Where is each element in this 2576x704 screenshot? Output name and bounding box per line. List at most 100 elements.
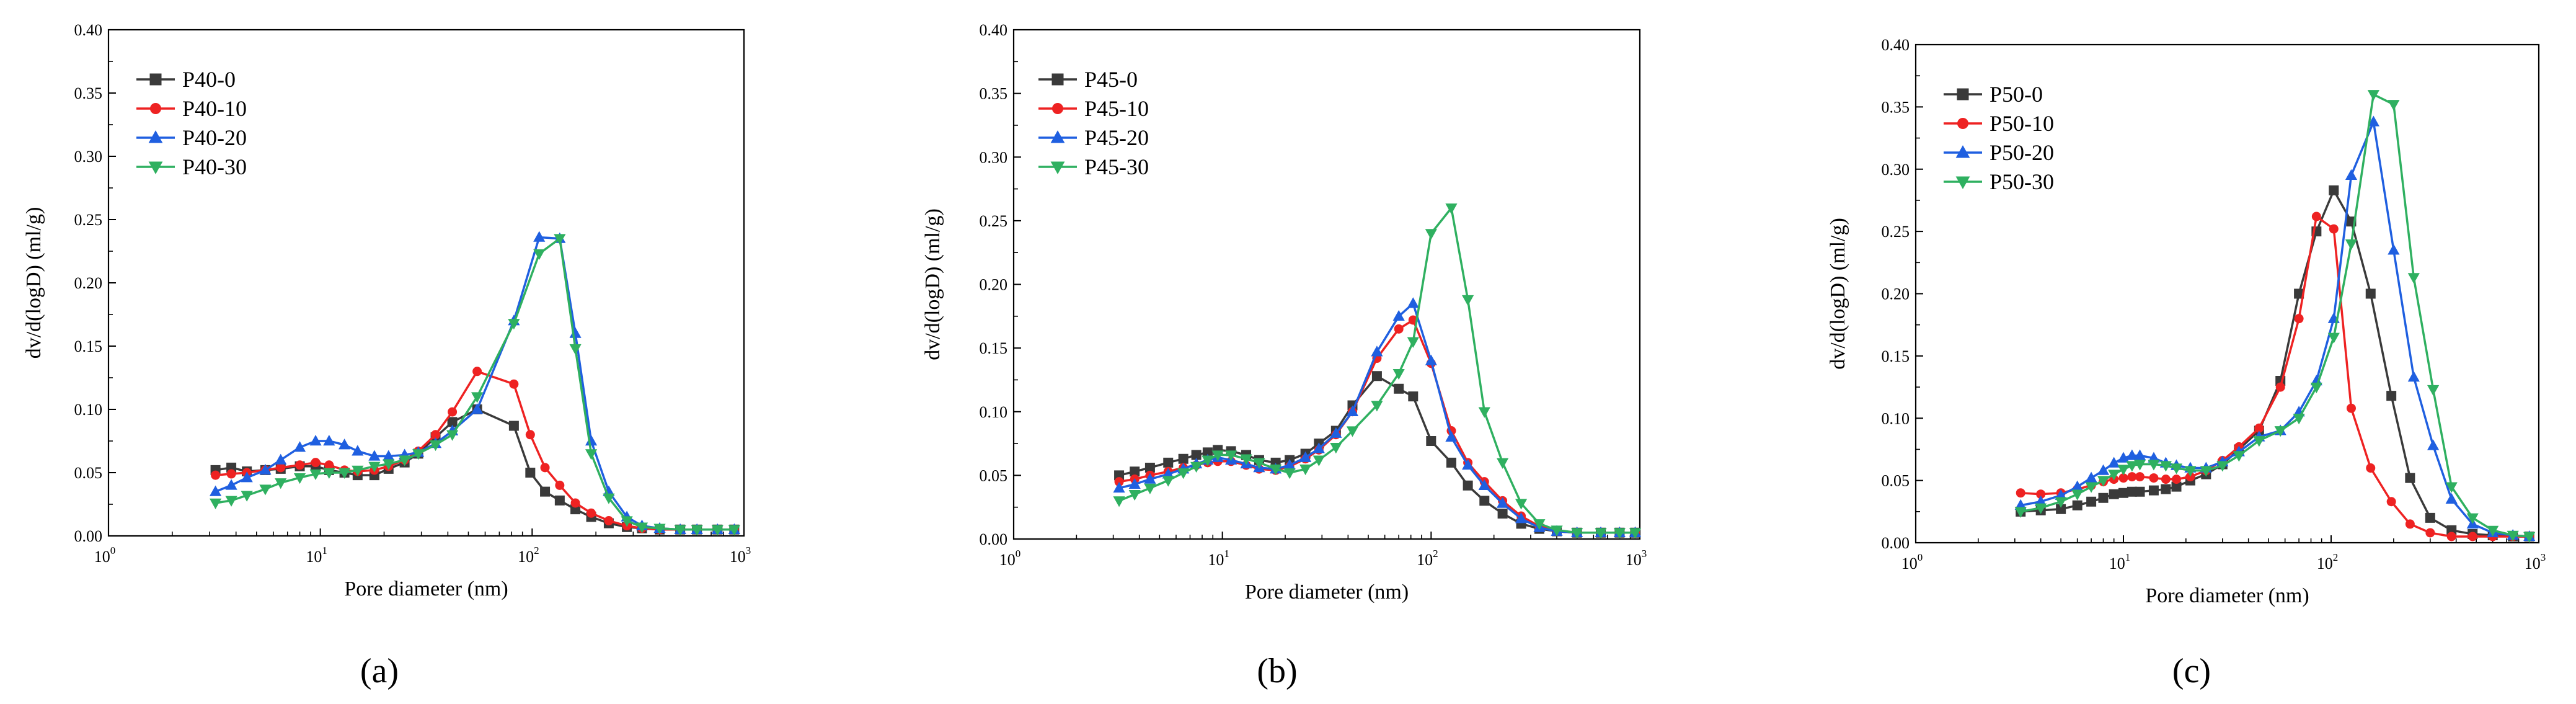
data-point [368,461,381,473]
legend-item-P40-0: P40-0 [136,67,236,92]
data-point [1462,458,1474,470]
data-point [1346,405,1359,416]
data-point [555,480,565,490]
data-point [2126,449,2138,460]
data-point [471,403,484,414]
data-point [293,473,306,484]
legend-marker [149,73,162,86]
data-point [2098,492,2109,503]
y-tick-label: 0.25 [74,211,103,229]
data-point [554,495,565,506]
data-point [352,465,364,476]
series-line [215,408,735,531]
y-tick-label: 0.40 [74,21,103,39]
data-point [2036,489,2046,499]
data-point [2293,414,2305,425]
data-point [2405,473,2415,483]
data-point [1299,451,1312,462]
legend-label: P40-0 [182,67,236,92]
data-point [2427,439,2440,450]
series-line [215,236,735,531]
data-point [2185,472,2195,482]
data-point [1407,337,1419,348]
data-point [508,421,519,431]
data-point [1497,508,1508,519]
y-tick-label: 0.20 [1882,285,1910,303]
y-tick-label: 0.35 [980,85,1008,103]
series-P45-0 [1114,371,1640,538]
data-point [1533,519,1546,530]
data-point [2329,185,2339,195]
data-point [1202,447,1213,458]
data-point [2016,488,2025,498]
data-point [1162,476,1174,487]
data-point [259,484,272,496]
data-point [368,450,381,461]
data-point [2294,288,2304,299]
data-point [2407,371,2420,382]
data-point [2161,475,2171,484]
data-point [2109,489,2119,499]
data-point [1299,464,1312,476]
data-point [2085,471,2097,483]
legend-marker [1052,103,1063,114]
data-point [728,525,740,536]
legend-item-P40-30: P40-30 [136,154,247,179]
legend-marker [1050,130,1065,143]
data-point [311,458,321,468]
data-point [471,392,484,403]
data-point [1445,430,1458,442]
data-point [2310,382,2322,394]
data-point [2170,463,2183,475]
y-tick-label: 0.00 [980,530,1008,548]
series-P50-30 [2014,90,2536,543]
legend-marker [1050,161,1065,174]
legend-label: P45-10 [1084,96,1149,121]
data-point [399,455,411,466]
data-point [1253,458,1265,469]
data-point [2072,500,2082,510]
data-point [1515,499,1528,510]
data-point [1144,473,1156,484]
data-point [711,525,724,536]
legend-label: P50-30 [1990,169,2054,194]
y-tick-label: 0.10 [1882,409,1910,427]
data-point [2071,489,2084,501]
data-point [1629,528,1642,539]
data-point [2148,460,2160,471]
data-point [412,449,425,460]
data-point [2367,90,2379,101]
legend-item-P50-30: P50-30 [1944,169,2054,194]
data-point [1497,497,1509,508]
data-point [309,469,322,481]
data-point [2055,497,2067,508]
data-point [554,234,566,245]
y-axis-title: dv/d(logD) (ml/g) [921,208,944,360]
data-point [1330,443,1342,454]
x-tick-label: 101 [1208,548,1229,569]
data-point [2425,512,2435,523]
data-point [2446,532,2456,541]
data-point [448,407,458,417]
data-point [604,516,614,526]
data-point [1144,483,1156,494]
data-point [276,463,286,473]
data-point [1177,468,1190,479]
y-tick-label: 0.25 [1882,223,1910,241]
panel-caption: (c) [2172,652,2211,690]
x-tick-label: 102 [1417,548,1438,569]
data-point [585,449,598,460]
data-point [1330,427,1342,438]
x-tick-label: 103 [730,545,751,566]
x-axis-title: Pore diameter (nm) [2145,584,2309,607]
y-tick-label: 0.05 [980,466,1008,484]
legend-label: P45-20 [1084,125,1149,150]
x-tick-label: 102 [2317,551,2339,573]
data-point [1392,310,1405,321]
data-point [1407,297,1419,308]
y-tick-label: 0.15 [980,339,1008,357]
data-point [2085,482,2097,493]
data-point [2274,426,2286,437]
x-tick-label: 103 [2525,551,2546,573]
